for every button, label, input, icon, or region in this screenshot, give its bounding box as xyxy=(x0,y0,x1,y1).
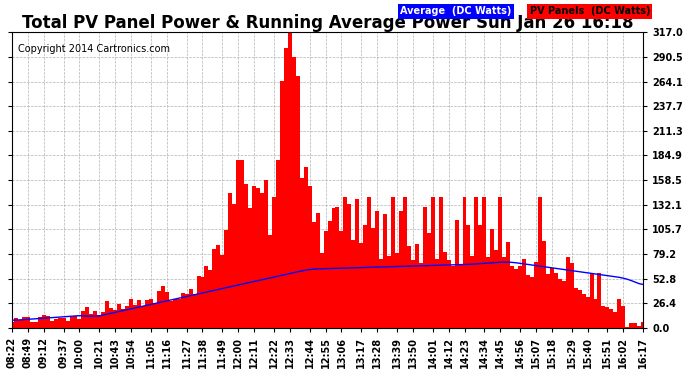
Text: Copyright 2014 Cartronics.com: Copyright 2014 Cartronics.com xyxy=(18,44,170,54)
Text: Average  (DC Watts): Average (DC Watts) xyxy=(400,6,511,16)
Title: Total PV Panel Power & Running Average Power Sun Jan 26 16:18: Total PV Panel Power & Running Average P… xyxy=(22,14,633,32)
Text: PV Panels  (DC Watts): PV Panels (DC Watts) xyxy=(529,6,650,16)
